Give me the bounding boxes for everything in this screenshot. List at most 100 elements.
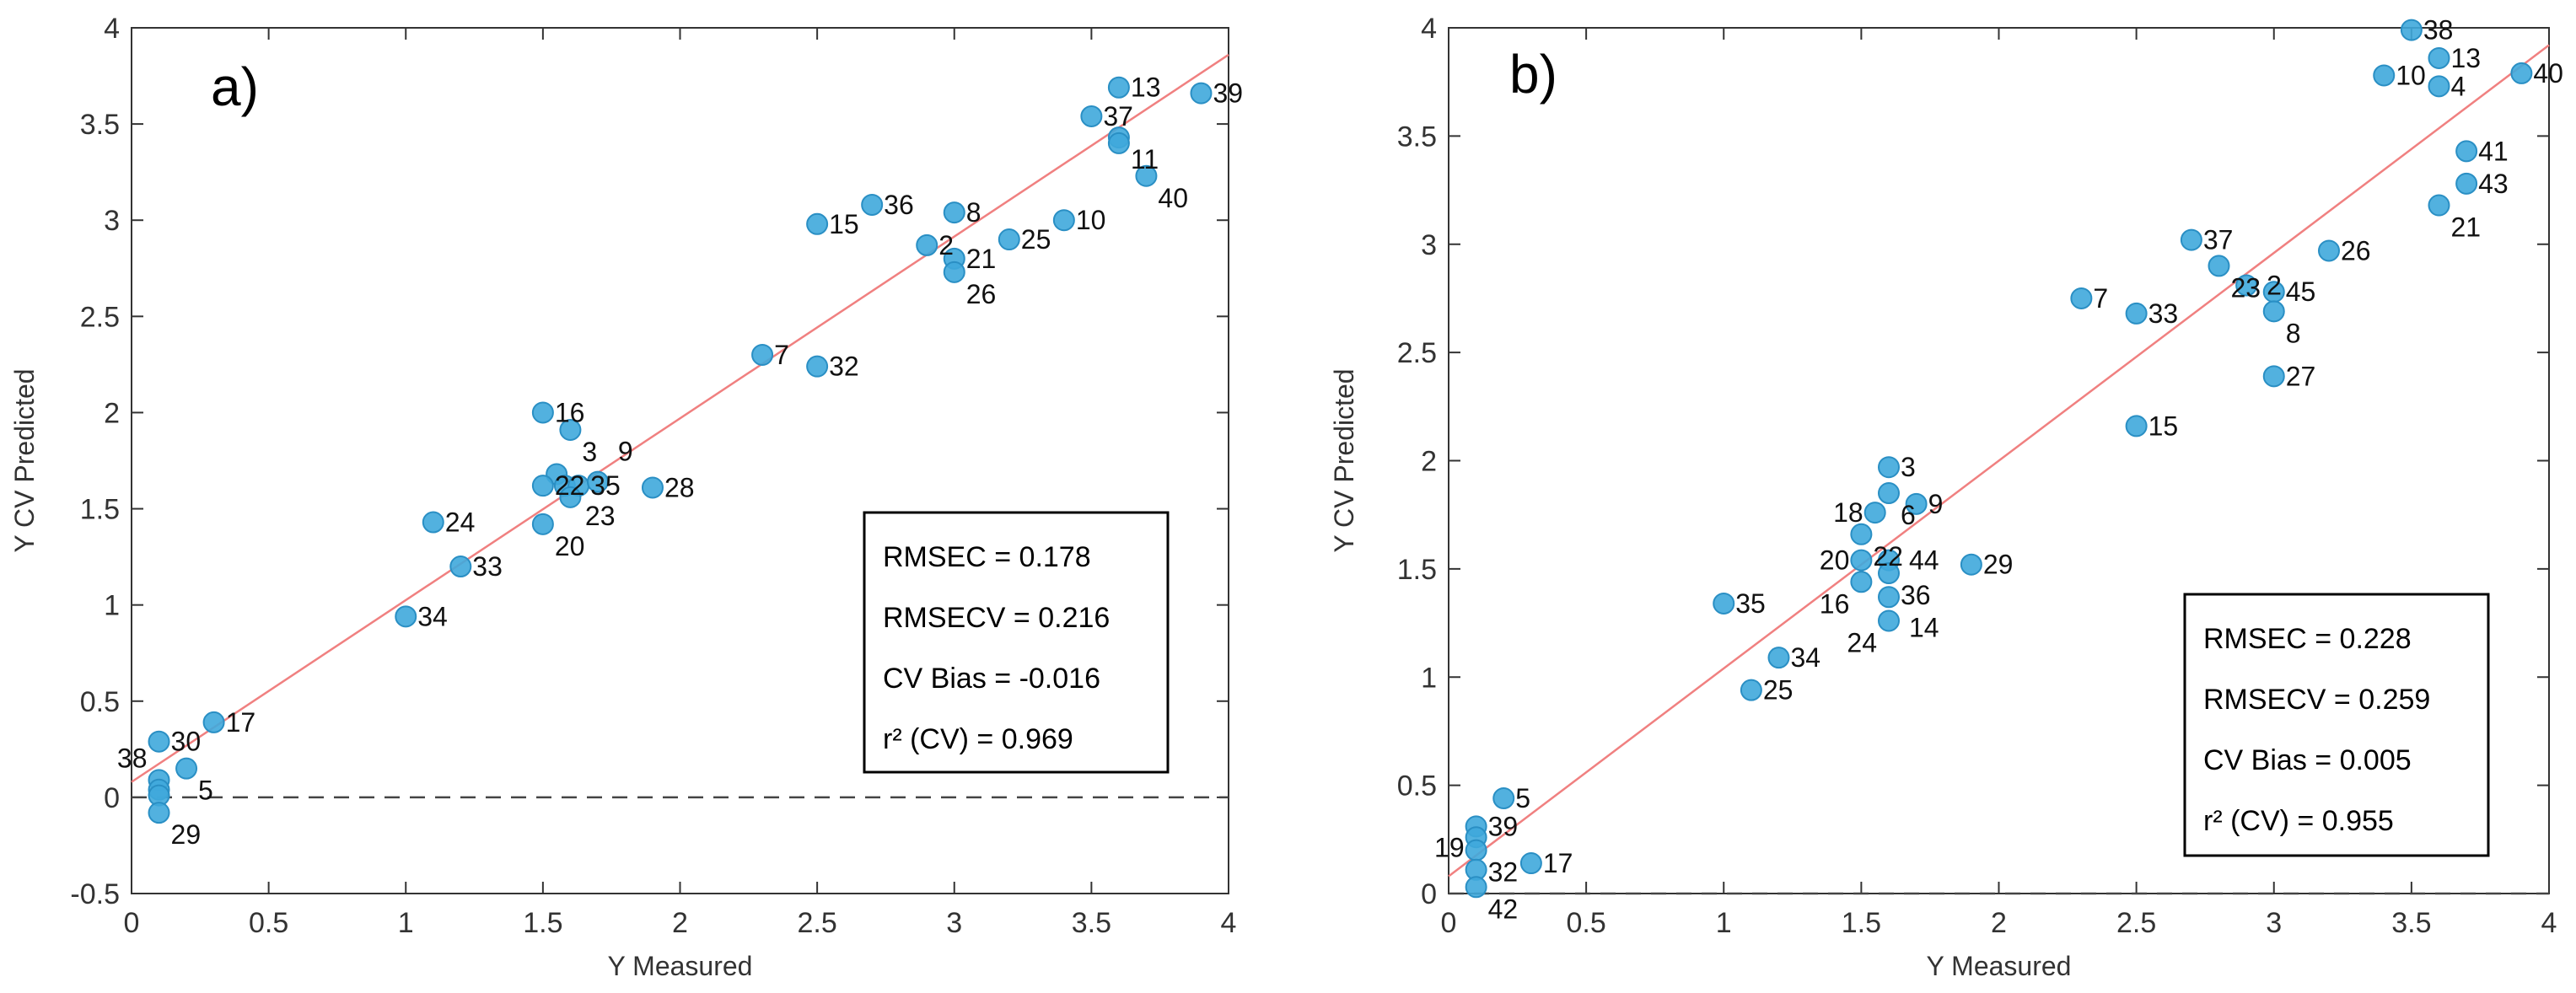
point-label: 9	[618, 437, 633, 467]
y-tick-label: 1.5	[80, 494, 120, 526]
data-point	[2428, 194, 2450, 217]
point-label: 22	[1873, 541, 1903, 572]
point-label: 21	[2451, 212, 2482, 243]
stats-box	[863, 511, 1170, 774]
y-tick-label: 1	[1421, 662, 1437, 694]
point-label: 2	[938, 230, 954, 260]
y-tick-label: 2.5	[1397, 337, 1437, 369]
point-label: 29	[171, 819, 202, 850]
data-point	[531, 513, 554, 535]
point-label: 15	[829, 209, 859, 239]
point-label: 25	[1021, 224, 1051, 255]
point-label: 7	[2093, 283, 2108, 314]
data-point	[1878, 562, 1900, 585]
data-point	[2262, 365, 2285, 388]
data-point	[1107, 76, 1130, 99]
data-point	[1905, 492, 1928, 515]
point-label: 11	[1131, 144, 1159, 174]
data-point	[1492, 787, 1515, 810]
point-label: 27	[2286, 361, 2316, 391]
data-point	[395, 605, 417, 628]
point-label: 21	[966, 244, 997, 274]
x-tick-label: 0.5	[249, 907, 288, 939]
data-point	[943, 201, 965, 224]
data-point	[531, 475, 554, 497]
data-point	[1878, 456, 1900, 479]
x-tick-label: 1.5	[1842, 907, 1881, 939]
point-label: 34	[1791, 642, 1821, 673]
point-label: 3	[1901, 452, 1916, 482]
data-point	[559, 486, 582, 508]
data-point	[1519, 852, 1542, 875]
data-point	[586, 470, 609, 493]
data-point	[806, 212, 829, 235]
data-point	[148, 802, 170, 824]
x-axis-label: Y Measured	[608, 951, 753, 981]
point-label: 16	[1820, 588, 1850, 619]
stats-line: RMSECV = 0.259	[2203, 684, 2430, 716]
point-label: 34	[417, 601, 448, 631]
x-tick-label: 3	[2266, 907, 2282, 939]
y-axis-label: Y CV Predicted	[1329, 368, 1359, 552]
point-label: 7	[774, 340, 789, 370]
data-point	[1878, 609, 1900, 632]
y-tick-label: 4	[104, 13, 120, 45]
point-label: 36	[884, 190, 914, 220]
stats-line: CV Bias = -0.016	[883, 663, 1100, 695]
panel-label: a)	[211, 56, 259, 117]
y-tick-label: 4	[1421, 13, 1437, 45]
data-point	[806, 355, 829, 378]
point-label: 39	[1488, 811, 1519, 841]
x-tick-label: 1	[398, 907, 414, 939]
y-tick-label: 3.5	[80, 109, 120, 141]
data-point	[1465, 839, 1487, 861]
point-label: 38	[2423, 15, 2454, 46]
point-label: 10	[1076, 205, 1106, 235]
point-label: 13	[1131, 72, 1161, 103]
data-point	[1960, 553, 1982, 576]
stats-line: RMSEC = 0.228	[2203, 623, 2412, 655]
point-label: 8	[2286, 318, 2301, 348]
point-label: 44	[1909, 545, 1939, 576]
point-label: 26	[2341, 235, 2371, 266]
data-point	[751, 343, 774, 366]
x-tick-label: 1.5	[523, 907, 562, 939]
data-point	[2400, 19, 2423, 41]
point-label: 5	[198, 776, 213, 806]
x-tick-label: 3.5	[2391, 907, 2431, 939]
fit-line	[1448, 44, 2550, 878]
data-point	[2373, 64, 2396, 87]
data-point	[2428, 75, 2450, 98]
point-label: 36	[1901, 580, 1931, 610]
point-label: 17	[226, 707, 256, 738]
point-label: 20	[1820, 545, 1850, 576]
x-tick-label: 4	[2541, 907, 2557, 939]
data-point	[531, 401, 554, 424]
data-point	[1190, 82, 1213, 105]
x-tick-label: 1	[1716, 907, 1732, 939]
y-tick-label: -0.5	[70, 878, 120, 910]
panel-label: b)	[1509, 44, 1557, 105]
data-point	[2428, 46, 2450, 69]
point-label: 2	[2267, 271, 2282, 301]
point-label: 13	[2451, 43, 2482, 73]
data-point	[1850, 571, 1873, 593]
data-point	[2318, 239, 2340, 262]
data-point	[916, 233, 938, 256]
x-tick-label: 0.5	[1566, 907, 1605, 939]
x-tick-label: 2.5	[2116, 907, 2156, 939]
stats-line: r² (CV) = 0.969	[883, 723, 1073, 755]
data-point	[2208, 255, 2230, 277]
panel-a: 0 0.5 1 1.5 2 2.5 3 3.5 4-0.500.511.522.533.54a)…	[9, 13, 1243, 981]
data-point	[2235, 274, 2258, 297]
data-point	[1465, 876, 1487, 899]
point-label: 35	[1735, 588, 1766, 619]
point-label: 9	[1928, 489, 1944, 519]
y-tick-label: 0.5	[80, 686, 120, 718]
point-label: 8	[966, 197, 981, 228]
data-point	[202, 711, 225, 733]
point-label: 4	[2451, 71, 2466, 101]
y-tick-label: 2.5	[80, 301, 120, 333]
point-label: 40	[2533, 58, 2563, 89]
